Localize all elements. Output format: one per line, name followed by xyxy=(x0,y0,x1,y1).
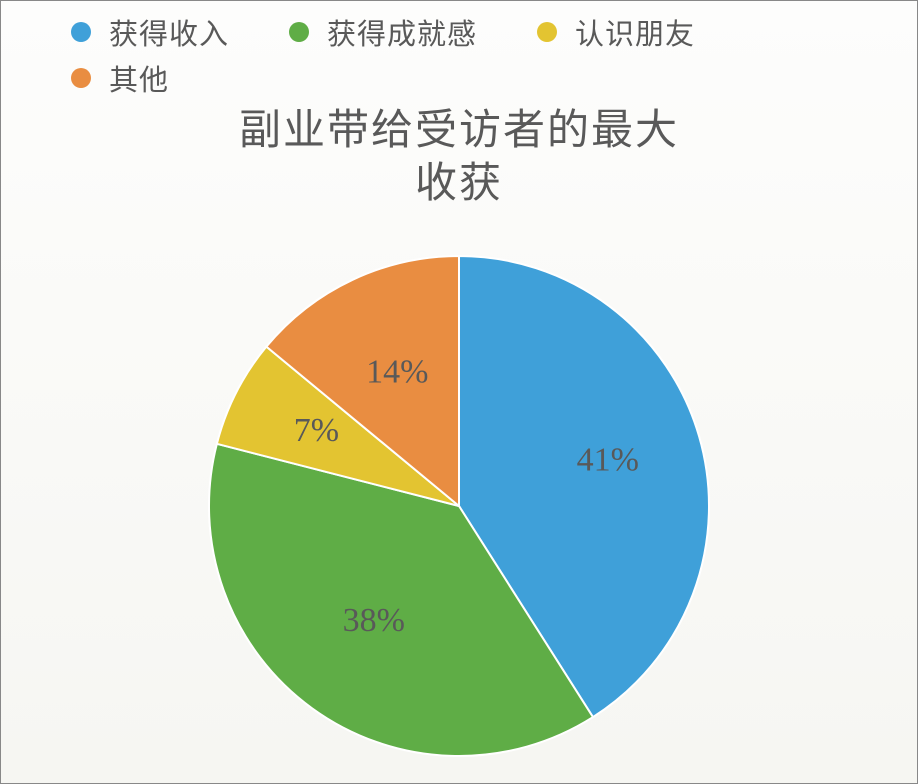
legend-marker-icon xyxy=(71,22,91,42)
legend-label: 获得收入 xyxy=(109,11,229,53)
legend-marker-icon xyxy=(289,22,309,42)
slice-label: 7% xyxy=(294,412,339,449)
legend-label: 认识朋友 xyxy=(575,11,695,53)
pie-chart: 41% 38% 7% 14% xyxy=(1,236,917,776)
legend-item: 其他 xyxy=(71,57,271,99)
legend-label: 其他 xyxy=(109,57,169,99)
slice-label: 14% xyxy=(366,354,428,391)
legend: 获得收入 获得成就感 认识朋友 其他 xyxy=(71,11,877,103)
legend-marker-icon xyxy=(537,22,557,42)
chart-title-line1: 副业带给受访者的最大 xyxy=(1,105,917,158)
legend-item: 获得收入 xyxy=(71,11,229,53)
chart-title-line2: 收获 xyxy=(1,158,917,211)
chart-container: 获得收入 获得成就感 认识朋友 其他 副业带给受访者的最大 收获 41% 38% 7… xyxy=(0,0,918,784)
slice-label: 38% xyxy=(343,602,405,639)
legend-item: 获得成就感 xyxy=(289,11,477,53)
legend-item: 认识朋友 xyxy=(537,11,695,53)
chart-title: 副业带给受访者的最大 收获 xyxy=(1,105,917,210)
legend-label: 获得成就感 xyxy=(327,11,477,53)
slice-label: 41% xyxy=(577,442,639,479)
legend-marker-icon xyxy=(71,68,91,88)
pie-svg: 41% 38% 7% 14% xyxy=(189,236,729,776)
